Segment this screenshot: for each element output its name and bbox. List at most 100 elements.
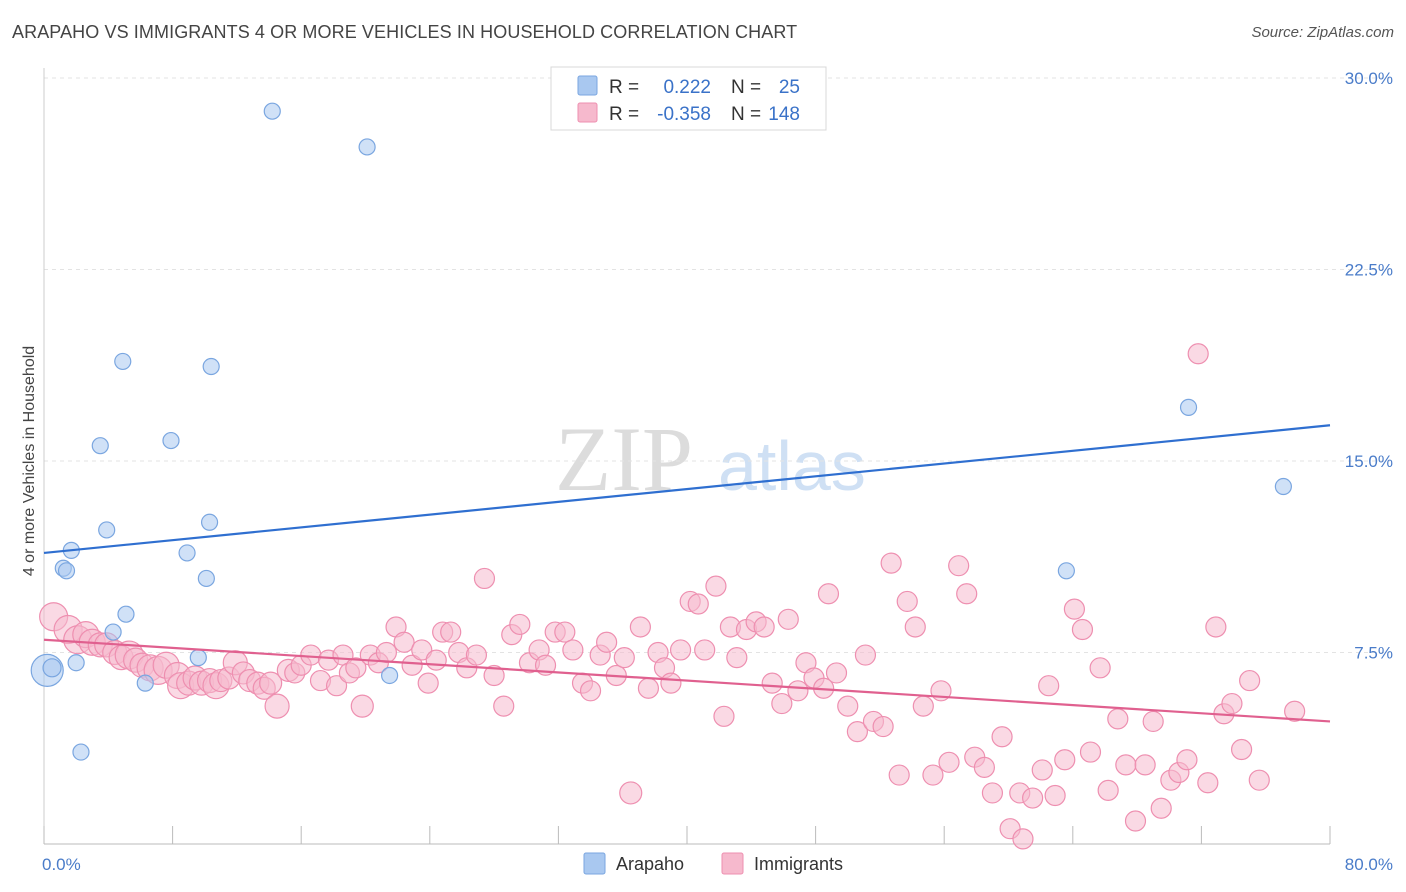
- immigrants-point-29: [259, 671, 283, 695]
- immigrants-point-60: [509, 613, 531, 636]
- immigrants-point-131: [1107, 708, 1129, 730]
- immigrants-point-70: [596, 631, 618, 653]
- immigrants-point-49: [417, 672, 439, 694]
- immigrants-point-92: [777, 608, 799, 630]
- bottom-legend-arapaho: Arapaho: [616, 854, 684, 874]
- immigrants-point-122: [1031, 759, 1053, 781]
- immigrants-point-148: [1284, 700, 1306, 722]
- watermark: ZIP atlas: [555, 408, 866, 510]
- immigrants-point-128: [1079, 741, 1102, 763]
- immigrants-point-125: [1054, 749, 1076, 771]
- arapaho-point-24: [1274, 477, 1292, 496]
- immigrants-point-73: [619, 781, 643, 805]
- immigrants-point-126: [1063, 598, 1086, 620]
- immigrants-point-112: [948, 555, 970, 577]
- x-tick-labels: 0.0% 80.0%: [42, 855, 1393, 874]
- arapaho-point-23: [1179, 398, 1198, 416]
- arapaho-point-7: [91, 437, 109, 455]
- immigrants-point-57: [483, 664, 505, 687]
- immigrants-point-40: [345, 657, 367, 679]
- arapaho-point-5: [67, 654, 85, 672]
- immigrants-point-90: [761, 672, 783, 694]
- immigrants-point-146: [1239, 669, 1261, 692]
- immigrants-point-147: [1248, 769, 1270, 791]
- immigrants-point-65: [554, 621, 576, 643]
- legend-r-label-arapaho: R =: [609, 77, 639, 98]
- arapaho-point-12: [136, 674, 154, 692]
- immigrants-point-75: [637, 677, 660, 699]
- immigrants-point-98: [825, 662, 848, 684]
- legend-n-label-arapaho: N =: [731, 77, 761, 98]
- immigrants-point-129: [1089, 657, 1111, 679]
- immigrants-point-140: [1187, 343, 1209, 365]
- arapaho-point-19: [263, 102, 281, 120]
- arapaho-point-21: [381, 666, 399, 685]
- legend-swatch-immigrants: [577, 102, 598, 123]
- bottom-legend-immigrants: Immigrants: [754, 854, 843, 874]
- immigrants-point-111: [938, 751, 960, 773]
- y-axis-title: 4 or more Vehicles in Household: [21, 346, 38, 576]
- immigrants-point-91: [771, 692, 793, 715]
- series-legend: Arapaho Immigrants: [583, 852, 843, 875]
- immigrants-point-68: [579, 680, 602, 702]
- immigrants-point-78: [660, 672, 682, 694]
- bottom-legend-swatch-immigrants: [721, 852, 744, 875]
- immigrants-point-115: [973, 756, 995, 779]
- immigrants-point-37: [325, 675, 348, 697]
- immigrants-point-89: [753, 616, 775, 638]
- arapaho-point-16: [197, 569, 215, 588]
- immigrants-point-108: [912, 695, 934, 717]
- immigrants-point-34: [300, 644, 322, 666]
- immigrants-point-47: [401, 654, 423, 676]
- immigrants-point-113: [956, 583, 978, 605]
- immigrants-point-127: [1071, 618, 1094, 641]
- immigrants-point-30: [264, 693, 290, 719]
- immigrants-point-82: [694, 639, 716, 661]
- arapaho-point-14: [178, 544, 196, 562]
- legend-r-value-arapaho: 0.222: [663, 77, 711, 98]
- legend-n-value-immigrants: 148: [768, 104, 800, 125]
- y-tick-label-0: 7.5%: [1354, 644, 1393, 663]
- immigrants-point-101: [854, 644, 877, 666]
- arapaho-point-22: [1057, 562, 1075, 580]
- immigrants-point-81: [687, 593, 709, 615]
- arapaho-point-15: [189, 649, 207, 667]
- immigrants-trend-line: [43, 638, 1331, 723]
- y-tick-labels: 7.5% 15.0% 22.5% 30.0%: [1345, 69, 1393, 663]
- immigrants-point-132: [1115, 754, 1137, 776]
- x-tick-label-min: 0.0%: [42, 855, 81, 874]
- immigrants-point-134: [1134, 754, 1156, 776]
- immigrants-point-74: [629, 616, 651, 638]
- trend-lines: [43, 424, 1331, 723]
- arapaho-point-20: [358, 138, 376, 156]
- immigrants-point-44: [375, 641, 397, 664]
- arapaho-point-3: [57, 562, 76, 580]
- legend-r-value-immigrants: -0.358: [657, 104, 711, 125]
- arapaho-point-13: [162, 431, 180, 450]
- series-arapaho: [30, 102, 1292, 761]
- y-tick-label-3: 30.0%: [1345, 69, 1393, 88]
- immigrants-point-141: [1197, 772, 1219, 794]
- grid-lines: [44, 77, 1390, 653]
- immigrants-point-145: [1230, 738, 1253, 761]
- bottom-legend-swatch-arapaho: [583, 852, 606, 875]
- immigrants-point-105: [888, 764, 910, 786]
- arapaho-point-11: [117, 605, 135, 623]
- immigrants-point-72: [613, 647, 635, 669]
- immigrants-point-123: [1038, 675, 1060, 697]
- immigrants-point-55: [465, 644, 488, 666]
- axes: [43, 68, 1331, 845]
- immigrants-point-83: [705, 575, 727, 597]
- legend-n-label-immigrants: N =: [731, 104, 761, 125]
- arapaho-point-18: [202, 357, 220, 376]
- immigrants-point-66: [562, 639, 584, 661]
- immigrants-point-46: [393, 631, 415, 653]
- immigrants-point-106: [896, 590, 918, 613]
- arapaho-point-1: [42, 658, 62, 678]
- legend-n-value-arapaho: 25: [779, 77, 800, 98]
- immigrants-point-142: [1205, 616, 1227, 638]
- immigrants-point-104: [880, 552, 902, 574]
- immigrants-point-79: [669, 639, 692, 661]
- immigrants-point-97: [817, 583, 840, 605]
